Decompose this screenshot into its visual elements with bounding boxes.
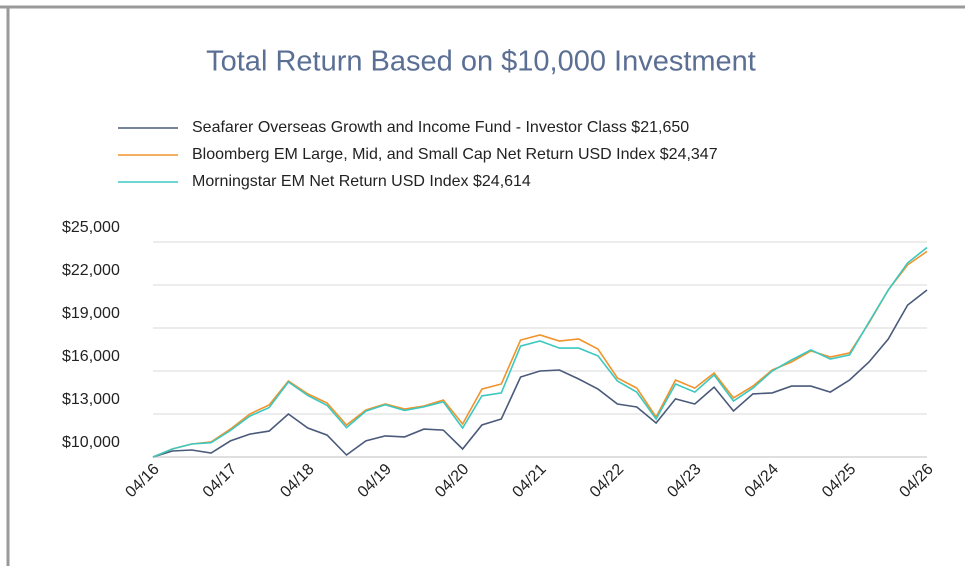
- legend-label: Morningstar EM Net Return USD Index $24,…: [192, 173, 531, 190]
- x-tick-label: 04/20: [432, 461, 472, 501]
- chart-title: Total Return Based on $10,000 Investment: [206, 46, 756, 78]
- x-tick-label: 04/23: [664, 461, 704, 501]
- x-tick-label: 04/16: [122, 461, 162, 501]
- x-tick-label: 04/17: [200, 461, 240, 501]
- y-tick-label: $10,000: [62, 434, 120, 451]
- series-line: [152, 246, 928, 458]
- x-tick-label: 04/25: [819, 461, 859, 501]
- y-tick-label: $22,000: [62, 262, 120, 279]
- x-tick-label: 04/22: [587, 461, 627, 501]
- x-tick-label: 04/19: [355, 461, 395, 501]
- x-tick-label: 04/21: [509, 461, 549, 501]
- series-line: [152, 289, 928, 458]
- x-tick-label: 04/26: [896, 461, 936, 501]
- y-tick-label: $16,000: [62, 348, 120, 365]
- y-tick-label: $13,000: [62, 391, 120, 408]
- y-tick-label: $19,000: [62, 305, 120, 322]
- legend-label: Seafarer Overseas Growth and Income Fund…: [192, 119, 689, 136]
- x-tick-label: 04/24: [742, 461, 782, 501]
- series-line: [152, 250, 928, 458]
- y-tick-label: $25,000: [62, 219, 120, 236]
- legend-label: Bloomberg EM Large, Mid, and Small Cap N…: [192, 146, 718, 163]
- x-tick-label: 04/18: [277, 461, 317, 501]
